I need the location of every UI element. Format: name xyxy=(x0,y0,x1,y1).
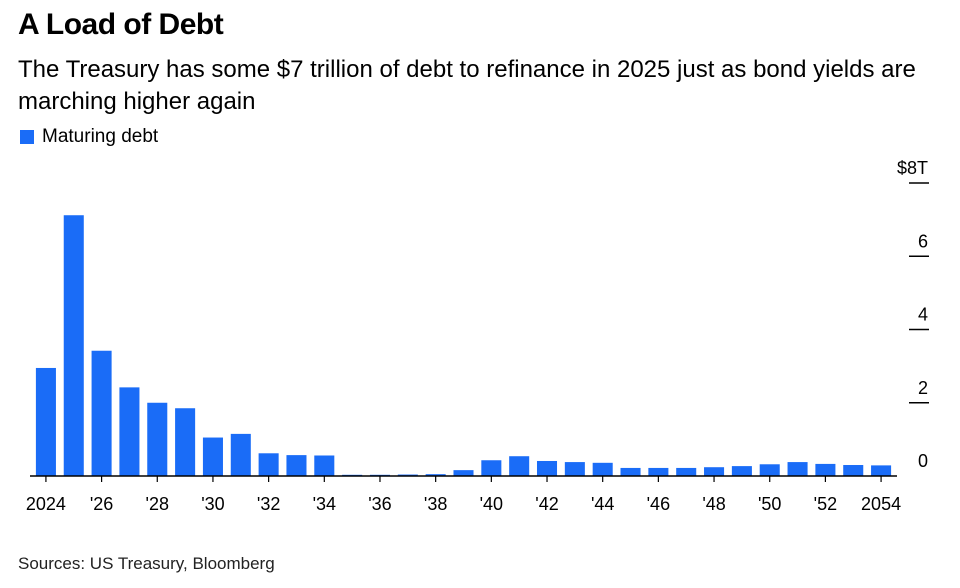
y-tick-label-4: 4 xyxy=(918,305,928,325)
bar-2027 xyxy=(119,387,140,476)
bar-2049 xyxy=(731,466,752,476)
bar-2043 xyxy=(564,462,585,476)
bar-2031 xyxy=(230,433,251,476)
x-tick-label-2048: '48 xyxy=(702,494,725,514)
bar-2047 xyxy=(676,467,697,476)
x-tick-label-2034: '34 xyxy=(313,494,336,514)
legend-swatch xyxy=(20,130,34,144)
x-tick-label-2044: '44 xyxy=(591,494,614,514)
bar-2048 xyxy=(704,467,725,476)
x-tick-label-2050: '50 xyxy=(758,494,781,514)
x-tick-label-2028: '28 xyxy=(146,494,169,514)
bar-2054 xyxy=(871,465,892,476)
chart-subtitle: The Treasury has some $7 trillion of deb… xyxy=(18,56,916,115)
y-tick-label-8: $8T xyxy=(897,158,928,178)
source-note: Sources: US Treasury, Bloomberg xyxy=(18,554,275,573)
x-tick-label-2038: '38 xyxy=(424,494,447,514)
legend: Maturing debt xyxy=(20,126,158,148)
bar-2032 xyxy=(258,453,279,476)
chart-title: A Load of Debt xyxy=(18,8,224,41)
x-tick-label-2032: '32 xyxy=(257,494,280,514)
x-tick-label-2036: '36 xyxy=(368,494,391,514)
x-tick-label-2024: 2024 xyxy=(26,494,66,514)
bar-2028 xyxy=(147,402,168,476)
bar-2029 xyxy=(175,408,196,476)
bar-2030 xyxy=(202,437,223,476)
bar-2050 xyxy=(759,464,780,476)
bar-2052 xyxy=(815,463,836,476)
y-tick-label-6: 6 xyxy=(918,231,928,251)
y-tick-label-2: 2 xyxy=(918,378,928,398)
y-tick-label-0: 0 xyxy=(918,451,928,471)
bar-2042 xyxy=(536,460,558,476)
x-tick-label-2040: '40 xyxy=(480,494,503,514)
bar-2053 xyxy=(843,465,864,476)
bar-2040 xyxy=(481,460,502,476)
bar-2045 xyxy=(620,467,641,476)
bar-2038 xyxy=(425,474,446,476)
bar-2044 xyxy=(592,462,613,476)
bar-2046 xyxy=(648,467,669,476)
x-tick-label-2046: '46 xyxy=(647,494,670,514)
bar-2034 xyxy=(314,455,335,476)
bar-2033 xyxy=(286,455,307,476)
x-tick-label-2052: '52 xyxy=(814,494,837,514)
bar-2024 xyxy=(35,367,56,476)
x-tick-label-2042: '42 xyxy=(535,494,558,514)
bar-2025 xyxy=(63,215,84,477)
bar-2026 xyxy=(91,350,112,476)
bar-2039 xyxy=(453,470,474,476)
bar-2041 xyxy=(509,456,530,476)
bar-2051 xyxy=(787,462,808,476)
x-tick-label-2030: '30 xyxy=(201,494,224,514)
legend-label: Maturing debt xyxy=(42,126,159,147)
x-tick-label-2054: 2054 xyxy=(861,494,901,514)
x-tick-label-2026: '26 xyxy=(90,494,113,514)
